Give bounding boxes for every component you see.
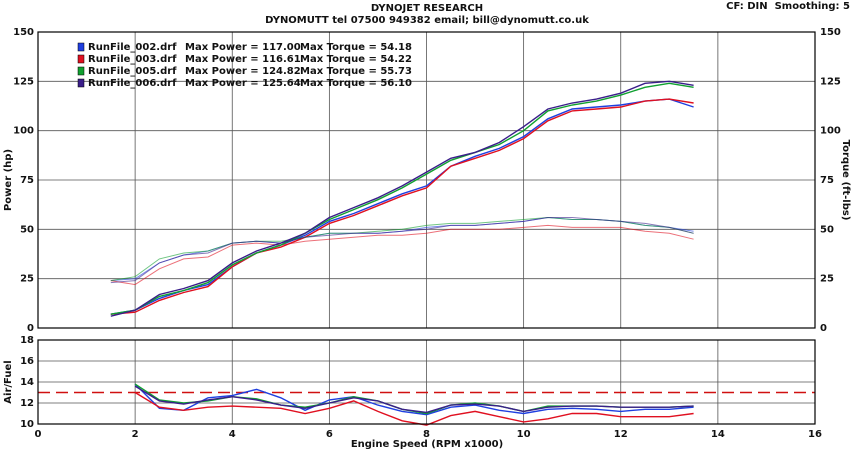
legend-max-torque: Max Torque = 54.22 (300, 54, 412, 65)
power-line (110, 82, 694, 315)
y2-tick-label: 150 (820, 27, 841, 38)
y2-tick-label: 0 (820, 323, 827, 334)
y-tick-label: 12 (20, 398, 34, 409)
y2-tick-label: 25 (820, 274, 834, 285)
legend-swatch (77, 78, 85, 88)
y-tick-label: 100 (13, 126, 34, 137)
legend-swatch (77, 66, 85, 76)
legend-name: RunFile_005.drf (88, 66, 177, 77)
afr-line (134, 391, 694, 426)
x-tick-label: 16 (808, 429, 822, 440)
y2-axis-label: Torque (ft-lbs) (840, 140, 851, 221)
legend-max-power: Max Power = 124.82 (185, 66, 301, 77)
legend-max-torque: Max Torque = 56.10 (300, 78, 412, 89)
y-tick-label: 14 (20, 377, 34, 388)
y-tick-label: 75 (20, 175, 34, 186)
x-tick-label: 2 (132, 429, 139, 440)
y2-tick-label: 125 (820, 76, 841, 87)
x-tick-label: 8 (423, 429, 430, 440)
y2-tick-label: 100 (820, 126, 841, 137)
y-tick-label: 16 (20, 356, 34, 367)
x-tick-label: 6 (326, 429, 333, 440)
legend-swatch (77, 54, 85, 64)
legend-max-power: Max Power = 117.00 (185, 42, 301, 53)
plot-frame (37, 339, 816, 425)
x-tick-label: 12 (614, 429, 628, 440)
annotation: CF: DIN Smoothing: 5 (726, 1, 850, 12)
y-tick-label: 10 (20, 419, 34, 430)
x-tick-label: 0 (35, 429, 42, 440)
y-tick-label: 0 (27, 323, 34, 334)
legend-name: RunFile_006.drf (88, 78, 177, 89)
power-line (110, 98, 694, 315)
y-axis-label: Power (hp) (3, 149, 14, 211)
chart-title: DYNOJET RESEARCH (371, 3, 483, 14)
x-tick-label: 14 (711, 429, 725, 440)
afr-axis-label: Air/Fuel (3, 360, 14, 403)
chart-subtitle: DYNOMUTT tel 07500 949382 email; bill@dy… (265, 15, 589, 26)
y-tick-label: 50 (20, 224, 34, 235)
afr-line (134, 383, 694, 416)
y2-tick-label: 75 (820, 175, 834, 186)
y-tick-label: 125 (13, 76, 34, 87)
plot-frame (37, 31, 816, 329)
torque-line (110, 224, 694, 286)
legend-swatch (77, 42, 85, 52)
legend-max-torque: Max Torque = 55.73 (300, 66, 412, 77)
y-tick-label: 18 (20, 335, 34, 346)
power-line (110, 98, 694, 315)
torque-line (110, 217, 694, 284)
y-tick-label: 150 (13, 27, 34, 38)
afr-line (134, 385, 694, 414)
legend-name: RunFile_002.drf (88, 42, 177, 53)
y2-tick-label: 50 (820, 224, 834, 235)
y-tick-label: 25 (20, 274, 34, 285)
legend-name: RunFile_003.drf (88, 54, 177, 65)
x-tick-label: 10 (517, 429, 531, 440)
power-line (110, 80, 694, 317)
legend-max-power: Max Power = 125.64 (185, 78, 301, 89)
legend-max-torque: Max Torque = 54.18 (300, 42, 412, 53)
x-axis-label: Engine Speed (RPM x1000) (351, 439, 503, 450)
legend-max-power: Max Power = 116.61 (185, 54, 301, 65)
x-tick-label: 4 (229, 429, 236, 440)
